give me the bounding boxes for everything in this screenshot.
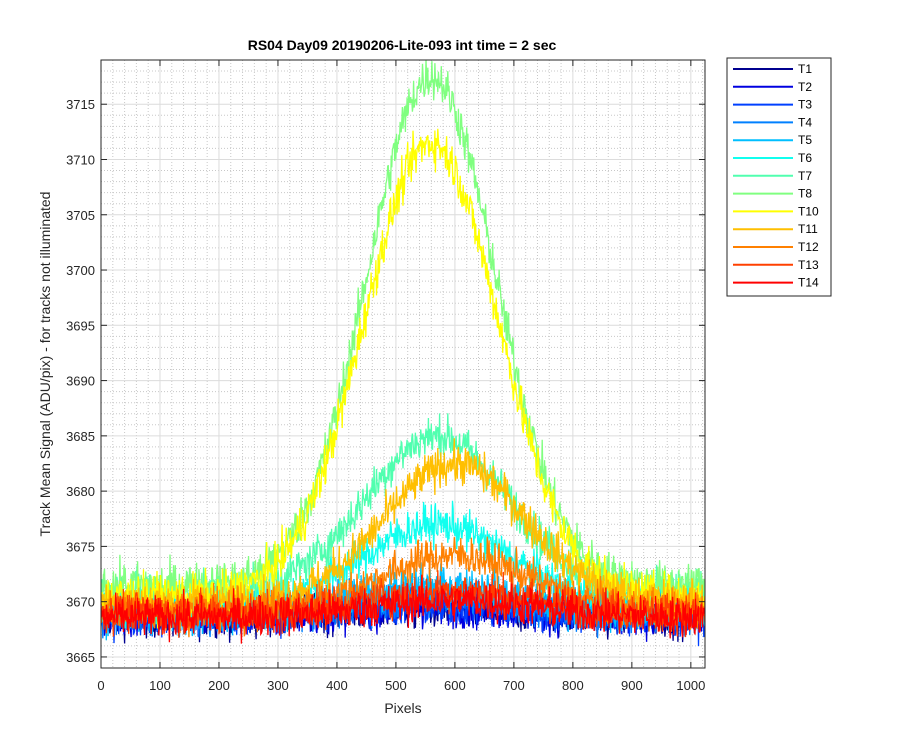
legend-label-t3: T3 <box>798 98 812 112</box>
series-line-t10 <box>101 128 705 629</box>
y-tick-label: 3715 <box>66 97 95 112</box>
legend-label-t7: T7 <box>798 169 812 183</box>
grid <box>100 59 705 669</box>
axis-ticks: 0 100 200 300 400 500 600 700 800 900 1000 3665 3670… <box>66 60 705 693</box>
legend-label-t1: T1 <box>798 62 812 76</box>
y-tick-label: 3665 <box>66 650 95 665</box>
y-tick-label: 3670 <box>66 595 95 610</box>
y-tick-label: 3700 <box>66 263 95 278</box>
y-axis-label: Track Mean Signal (ADU/pix) - for tracks… <box>37 192 53 537</box>
x-axis-label: Pixels <box>384 700 421 716</box>
x-tick-label: 1000 <box>676 678 705 693</box>
y-tick-label: 3710 <box>66 152 95 167</box>
y-tick-label: 3685 <box>66 429 95 444</box>
x-tick-label: 800 <box>562 678 584 693</box>
legend: T1 T2 T3 T4 T5 T6 T7 T8 T10 T11 T12 T13 T14 <box>726 57 832 297</box>
legend-label-t6: T6 <box>798 151 812 165</box>
x-tick-label: 500 <box>385 678 407 693</box>
legend-label-t12: T12 <box>798 240 819 254</box>
legend-label-t14: T14 <box>798 276 819 290</box>
x-tick-label: 300 <box>267 678 289 693</box>
plot-frame <box>100 59 706 669</box>
y-tick-label: 3675 <box>66 539 95 554</box>
y-tick-label: 3705 <box>66 208 95 223</box>
legend-label-t11: T11 <box>798 222 818 236</box>
y-tick-label: 3680 <box>66 484 95 499</box>
x-tick-label: 200 <box>208 678 230 693</box>
series-line-t14 <box>101 574 705 644</box>
x-tick-label: 600 <box>444 678 466 693</box>
x-tick-label: 100 <box>149 678 171 693</box>
chart-title: RS04 Day09 20190206-Lite-093 int time = … <box>248 37 557 53</box>
legend-label-t5: T5 <box>798 133 812 147</box>
legend-label-t4: T4 <box>798 115 812 129</box>
y-tick-label: 3690 <box>66 374 95 389</box>
x-tick-label: 400 <box>326 678 348 693</box>
x-tick-label: 0 <box>97 678 104 693</box>
series-lines <box>101 60 705 647</box>
x-tick-label: 700 <box>503 678 525 693</box>
legend-label-t10: T10 <box>798 204 819 218</box>
legend-label-t8: T8 <box>798 187 812 201</box>
y-tick-label: 3695 <box>66 318 95 333</box>
legend-box <box>726 57 832 297</box>
legend-label-t2: T2 <box>798 80 812 94</box>
legend-label-t13: T13 <box>798 258 819 272</box>
x-tick-label: 900 <box>621 678 643 693</box>
